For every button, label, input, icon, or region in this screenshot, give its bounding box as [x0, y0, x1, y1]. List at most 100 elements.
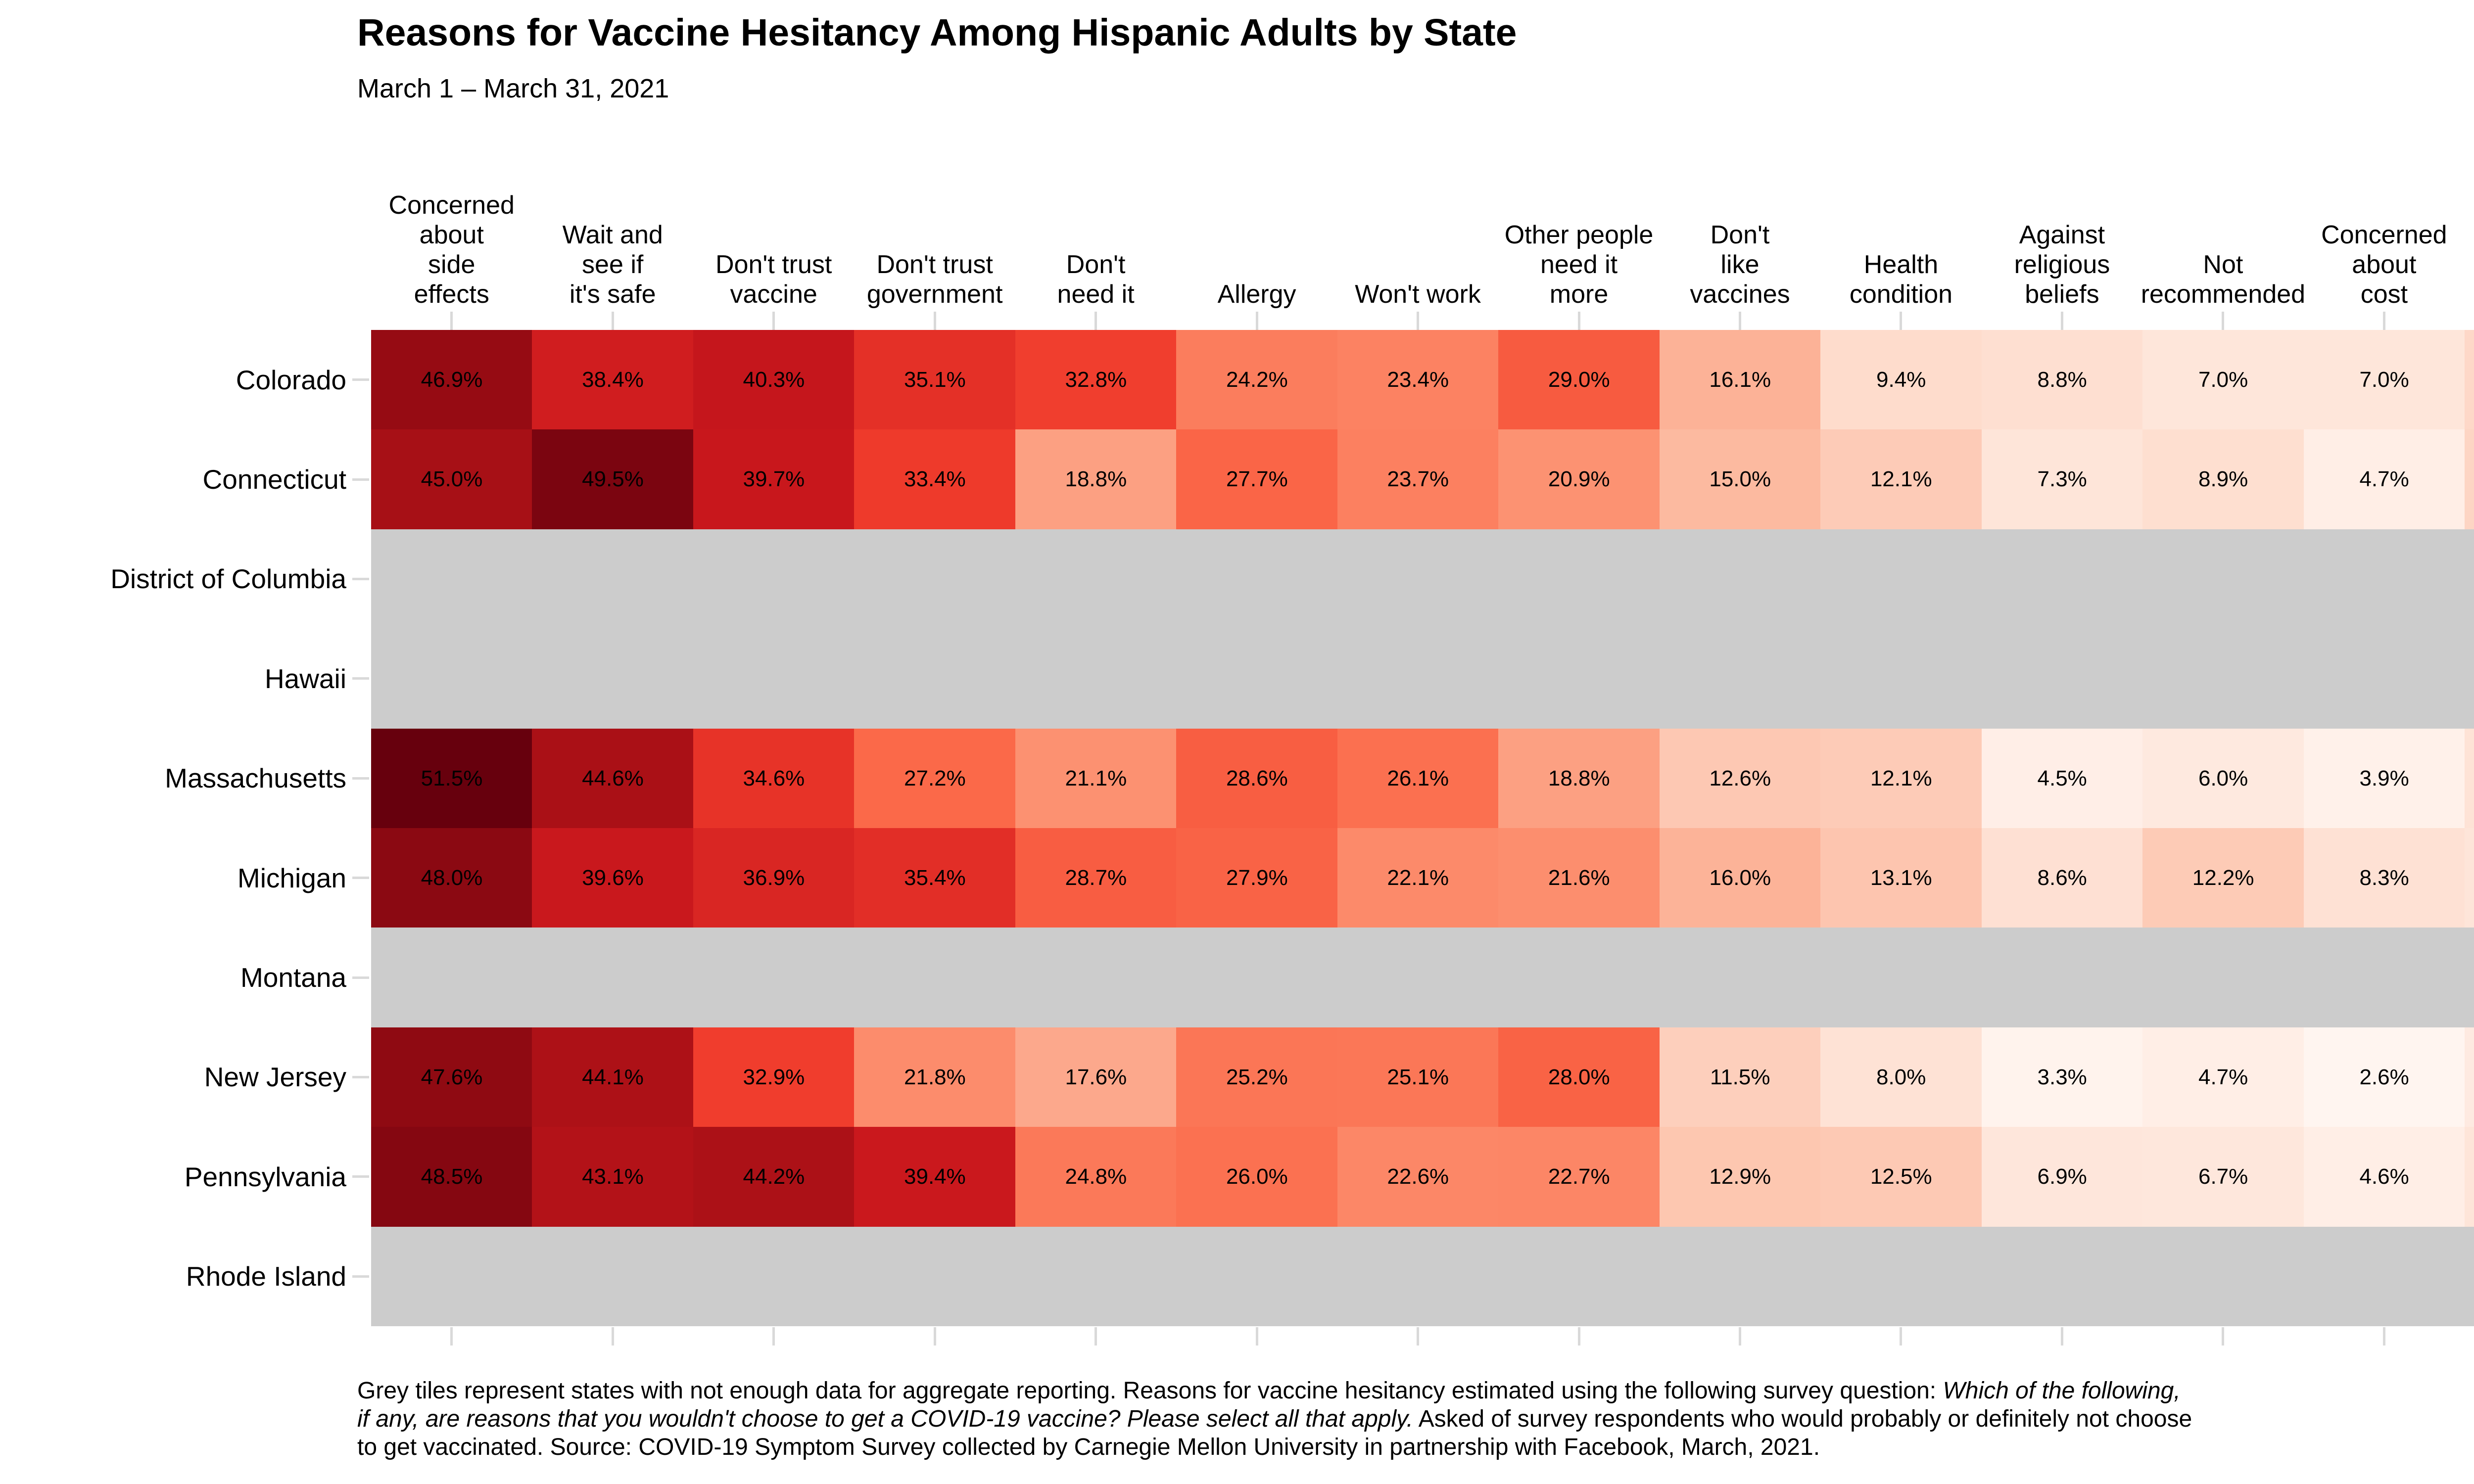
cell-value: 26.0% — [1226, 1164, 1288, 1189]
heatmap-cell: 36.9% — [693, 828, 855, 928]
heatmap-cell — [1981, 529, 2143, 629]
axis-tick-bottom — [2222, 1327, 2225, 1345]
row-label: Connecticut — [202, 464, 346, 495]
cell-value: 12.2% — [2192, 865, 2254, 890]
row-label: Massachusetts — [165, 763, 346, 794]
heatmap-cell: 4.7% — [2303, 429, 2465, 530]
heatmap-cell — [1337, 629, 1499, 729]
axis-tick-bottom — [1577, 1327, 1580, 1345]
cell-value: 12.5% — [1870, 1164, 1932, 1189]
heatmap-cell: 8.3% — [2303, 828, 2465, 928]
heatmap-cell — [1015, 928, 1177, 1028]
heatmap-cell — [1337, 529, 1499, 629]
cell-value: 18.8% — [1548, 766, 1610, 790]
axis-tick-top — [1900, 312, 1903, 330]
column-header: Concerned about side effects — [388, 191, 515, 309]
heatmap-cell: 51.5% — [371, 728, 532, 829]
cell-value: 18.8% — [1065, 467, 1127, 492]
cell-value: 15.0% — [1709, 467, 1771, 492]
heatmap-cell — [2142, 928, 2304, 1028]
heatmap-cell — [532, 928, 694, 1028]
heatmap-cell: 2.6% — [2303, 1027, 2465, 1127]
heatmap-cell: 22.1% — [1337, 828, 1499, 928]
column-header: Wait and see if it's safe — [562, 221, 663, 309]
cell-value: 12.6% — [1709, 766, 1771, 790]
footnote-text-run: if any, are reasons that you wouldn't ch… — [357, 1406, 1413, 1432]
heatmap-cell — [1981, 629, 2143, 729]
cell-value: 4.5% — [2037, 766, 2087, 790]
axis-tick-left — [352, 1076, 369, 1078]
column-header: Other people need it more — [1504, 221, 1654, 309]
cell-value: 6.0% — [2198, 766, 2248, 790]
cell-value: 48.5% — [421, 1164, 483, 1189]
axis-tick-left — [352, 478, 369, 481]
cell-value: 39.4% — [904, 1164, 966, 1189]
axis-tick-top — [1094, 312, 1097, 330]
axis-tick-top — [2382, 312, 2385, 330]
heatmap-cell: 9.4% — [1820, 330, 1982, 430]
cell-value: 7.3% — [2037, 467, 2087, 492]
heatmap-cell: 6.9% — [1981, 1127, 2143, 1227]
footnote-line: if any, are reasons that you wouldn't ch… — [357, 1405, 2192, 1433]
cell-value: 12.9% — [1709, 1164, 1771, 1189]
heatmap-cell — [854, 629, 1016, 729]
chart-subtitle: March 1 – March 31, 2021 — [357, 74, 669, 103]
cell-value: 26.1% — [1387, 766, 1449, 790]
heatmap-cell: 12.6% — [1659, 728, 1821, 829]
column-header: Allergy — [1217, 280, 1296, 309]
cell-value: 28.6% — [1226, 766, 1288, 790]
heatmap-cell: 26.1% — [1337, 728, 1499, 829]
heatmap-cell: 24.2% — [1176, 330, 1338, 430]
heatmap-cell — [371, 529, 532, 629]
axis-tick-bottom — [1417, 1327, 1420, 1345]
column-header: Not recommended — [2141, 250, 2306, 309]
cell-value: 12.1% — [1870, 766, 1932, 790]
heatmap-cell: 27.7% — [1176, 429, 1338, 530]
cell-value: 27.9% — [1226, 865, 1288, 890]
footnote-line: Grey tiles represent states with not eno… — [357, 1377, 2192, 1405]
heatmap-cell: 27.2% — [854, 728, 1016, 829]
cell-value: 9.4% — [1876, 367, 1926, 392]
heatmap-cell: 6.0% — [2142, 728, 2304, 829]
heatmap-cell: 8.9% — [2142, 429, 2304, 530]
heatmap-cell: 48.5% — [371, 1127, 532, 1227]
heatmap-cell: 26.0% — [1176, 1127, 1338, 1227]
heatmap-cell: 7.3% — [1981, 429, 2143, 530]
cell-value: 7.0% — [2198, 367, 2248, 392]
heatmap-cell: 7.0% — [2142, 330, 2304, 430]
cell-value: 21.6% — [1548, 865, 1610, 890]
heatmap-cell — [1498, 1226, 1660, 1327]
heatmap-cell: 25.1% — [1337, 1027, 1499, 1127]
cell-value: 28.7% — [1065, 865, 1127, 890]
footnote-text-run: Asked of survey respondents who would pr… — [1413, 1406, 2192, 1432]
heatmap-cell: 3.3% — [1981, 1027, 2143, 1127]
axis-tick-bottom — [2060, 1327, 2063, 1345]
heatmap-cell: 43.1% — [532, 1127, 694, 1227]
cell-value: 12.1% — [1870, 467, 1932, 492]
heatmap-cell: 4.5% — [1981, 728, 2143, 829]
heatmap-cell: 7.0% — [2303, 330, 2465, 430]
cell-value: 33.4% — [904, 467, 966, 492]
axis-tick-left — [352, 578, 369, 580]
axis-tick-bottom — [1255, 1327, 1258, 1345]
heatmap-cell: 35.4% — [854, 828, 1016, 928]
axis-tick-left — [352, 877, 369, 880]
footnote: Grey tiles represent states with not eno… — [357, 1377, 2192, 1461]
heatmap-cell: 21.8% — [854, 1027, 1016, 1127]
axis-tick-bottom — [1900, 1327, 1903, 1345]
cell-value: 8.3% — [2359, 865, 2409, 890]
heatmap-cell: 18.8% — [1015, 429, 1177, 530]
heatmap-cell — [693, 529, 855, 629]
heatmap-cell — [2465, 529, 2474, 629]
axis-tick-left — [352, 378, 369, 381]
heatmap-cell — [1176, 629, 1338, 729]
heatmap-cell — [1498, 529, 1660, 629]
heatmap-cell: 22.6% — [1337, 1127, 1499, 1227]
heatmap-cell — [2142, 629, 2304, 729]
heatmap-cell: 44.2% — [693, 1127, 855, 1227]
heatmap-cell — [854, 529, 1016, 629]
heatmap-cell: 8.8% — [1981, 330, 2143, 430]
cell-value: 11.5% — [1710, 1065, 1770, 1089]
axis-tick-bottom — [1094, 1327, 1097, 1345]
row-label: District of Columbia — [110, 563, 346, 595]
